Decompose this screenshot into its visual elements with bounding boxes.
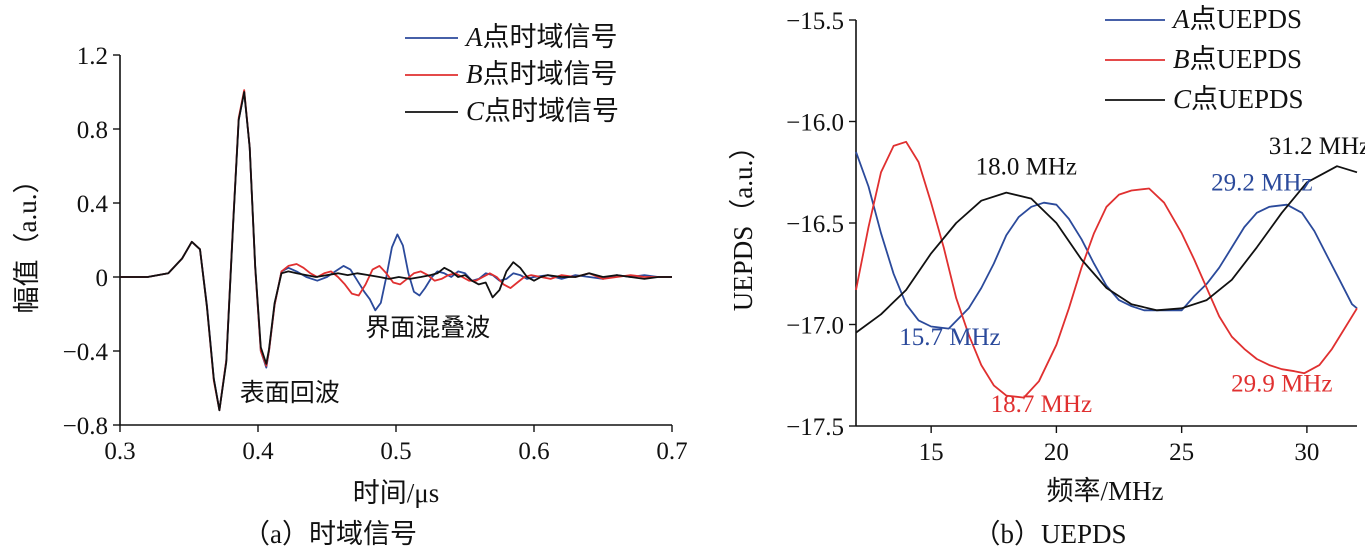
panel-b-x-tick-label: 15: [919, 439, 944, 466]
panel-b-annotation: 18.0 MHz: [976, 153, 1077, 180]
panel-b-y-tick-label: −15.5: [786, 8, 844, 35]
panel-b-y-tick-label: −17.5: [786, 414, 844, 441]
panel-b-legend-label-c: C点UEPDS: [1173, 84, 1304, 114]
panel-b-annotation: 15.7 MHz: [899, 324, 1000, 351]
panel-a-x-tick-label: 0.6: [518, 438, 549, 465]
panel-b-annotation: 29.2 MHz: [1211, 170, 1312, 197]
panel-a-annotation: 表面回波: [240, 379, 340, 407]
panel-b-x-tick-label: 30: [1294, 439, 1319, 466]
panel-a-annotation: 界面混叠波: [365, 314, 490, 342]
panel-a-y-tick-label: −0.4: [63, 339, 109, 366]
panel-a-time-domain-chart: 0.3 0.4 0.5 0.6 0.7 −0.8 −0.4 0 0.4 0.8 1.2 A点时域信…: [12, 22, 688, 549]
panel-a-x-axis-label: 时间/μs: [353, 478, 439, 508]
panel-b-annotation: 29.9 MHz: [1231, 370, 1332, 397]
panel-a-y-tick-label: 0: [96, 265, 109, 292]
panel-b-legend-label-a: A点UEPDS: [1171, 4, 1302, 34]
panel-b-x-tick-label: 25: [1169, 439, 1194, 466]
panel-b-uepds-chart: 15 20 25 30 −17.5 −17.0 −16.5 −16.0 −15.5 A点UEP…: [728, 4, 1365, 549]
panel-b-annotation: 31.2 MHz: [1269, 133, 1365, 160]
panel-a-series-c-line: [120, 91, 672, 412]
panel-a-legend-label-b: B点时域信号: [466, 59, 618, 89]
panel-a-x-tick-label: 0.3: [104, 438, 135, 465]
panel-a-y-tick-label: 1.2: [77, 43, 108, 70]
panel-a-y-tick-label: 0.4: [77, 191, 109, 218]
panel-a-x-tick-label: 0.5: [380, 438, 411, 465]
panel-b-caption: （b）UEPDS: [973, 519, 1126, 549]
panel-b-series-b-line: [855, 140, 1358, 399]
panel-a-legend-label-a: A点时域信号: [464, 22, 618, 52]
panel-a-series-a-line: [120, 91, 672, 412]
panel-a-y-tick-label: −0.8: [63, 413, 108, 440]
panel-a-legend-label-c: C点时域信号: [466, 96, 619, 126]
panel-b-legend-label-b: B点UEPDS: [1173, 44, 1302, 74]
panel-a-caption: （a）时域信号: [243, 519, 417, 549]
panel-b-x-axis-label: 频率/MHz: [1047, 476, 1164, 506]
panel-b-y-axis-label: UEPDS（a.u.）: [728, 133, 758, 312]
panel-b-y-tick-label: −17.0: [786, 313, 844, 340]
panel-b-annotation: 18.7 MHz: [991, 391, 1092, 418]
panel-a-y-tick-label: 0.8: [77, 117, 108, 144]
panel-b-series-c-line: [855, 165, 1358, 334]
panel-b-y-tick-label: −16.5: [786, 211, 844, 238]
panel-a-x-tick-label: 0.4: [242, 438, 274, 465]
panel-a-series-b-line: [120, 89, 672, 412]
panel-b-y-tick-label: −16.0: [786, 110, 844, 137]
panel-a-y-axis-label: 幅值（a.u.）: [12, 167, 42, 314]
panel-a-x-tick-label: 0.7: [656, 438, 687, 465]
panel-b-x-tick-label: 20: [1044, 439, 1069, 466]
